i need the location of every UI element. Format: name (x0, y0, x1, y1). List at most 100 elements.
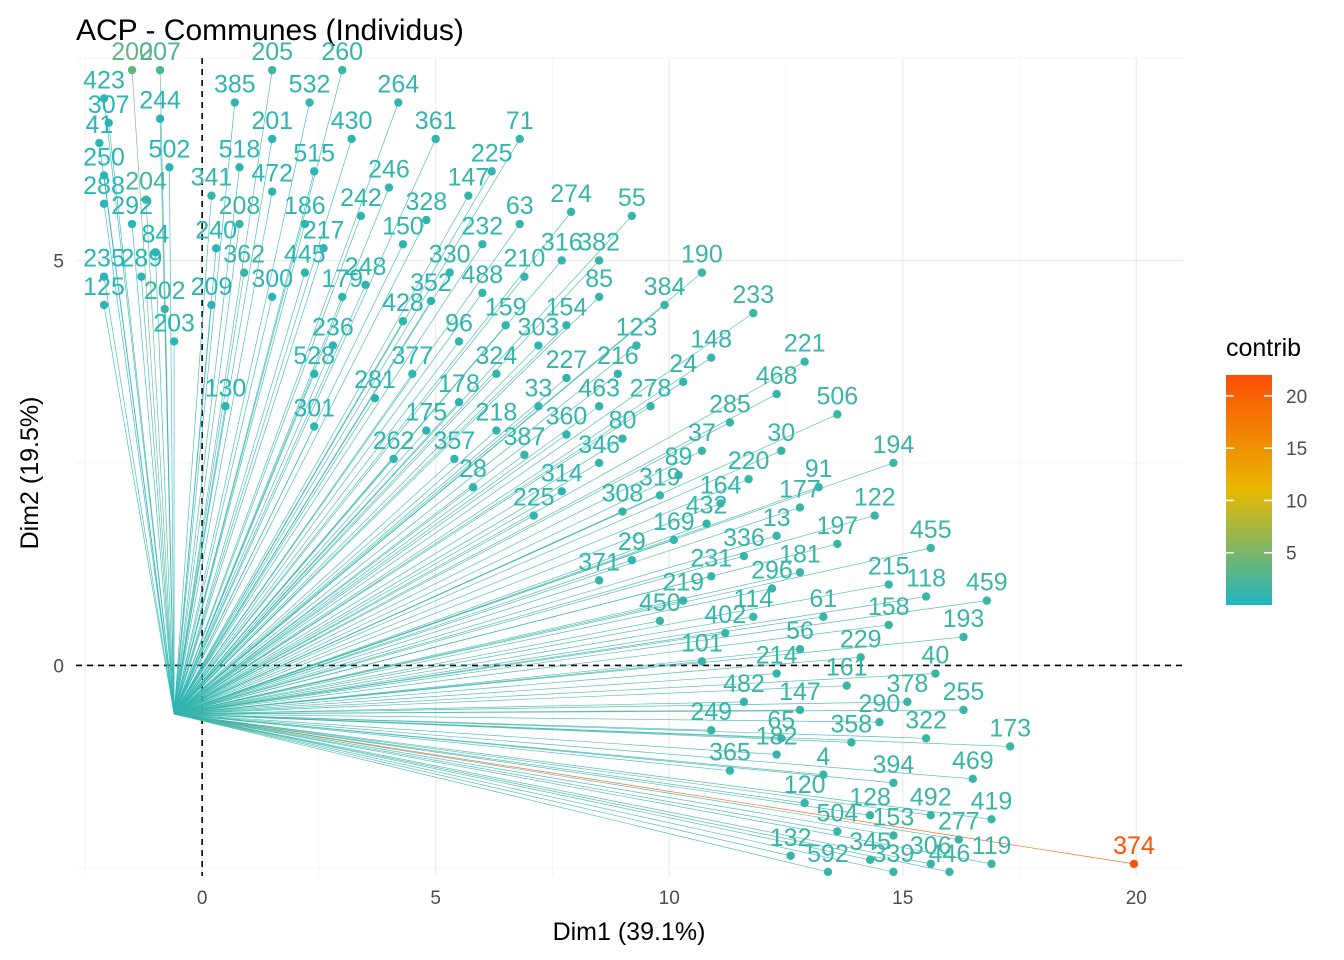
point-label: 446 (929, 840, 971, 868)
point-marker (884, 580, 893, 589)
point-marker (361, 280, 370, 289)
x-axis-title: Dim1 (39.1%) (553, 918, 706, 946)
label-segment (174, 673, 936, 715)
point-label: 314 (541, 459, 583, 487)
label-segment (173, 381, 684, 715)
point-marker (422, 426, 431, 435)
point-label: 175 (405, 399, 447, 427)
point-label: 120 (784, 771, 826, 799)
label-segment (174, 620, 660, 715)
point-marker (520, 450, 529, 460)
point-marker (819, 770, 828, 779)
point-label: 445 (284, 241, 326, 269)
point-label: 210 (504, 245, 546, 273)
point-marker (211, 244, 221, 253)
point-label: 214 (756, 642, 798, 670)
point-label: 235 (83, 245, 125, 273)
label-segment (173, 401, 460, 715)
label-segment (174, 713, 838, 832)
point-label: 303 (518, 314, 560, 342)
point-label: 281 (354, 366, 396, 394)
point-label: 249 (690, 698, 732, 726)
point-marker (529, 511, 538, 520)
point-marker (926, 811, 935, 820)
point-label: 262 (373, 427, 415, 455)
point-marker (721, 628, 730, 638)
point-label: 455 (910, 516, 952, 544)
point-label: 56 (786, 617, 814, 645)
point-label: 217 (303, 216, 345, 244)
label-segment (173, 272, 306, 715)
point-marker (562, 321, 571, 330)
point-marker (800, 798, 809, 808)
label-segment (173, 507, 801, 715)
point-marker (338, 65, 347, 75)
point-marker (842, 681, 851, 690)
label-segment (131, 70, 175, 715)
point-marker (160, 304, 169, 314)
point-marker (786, 851, 795, 860)
label-segment (173, 248, 324, 715)
point-label: 330 (429, 241, 471, 269)
point-label: 164 (700, 471, 742, 499)
point-label: 80 (609, 407, 637, 435)
point-label: 194 (873, 431, 915, 459)
point-marker (300, 268, 310, 277)
point-label: 132 (770, 824, 812, 852)
point-marker (230, 98, 240, 107)
point-label: 147 (447, 164, 489, 192)
point-label: 33 (525, 374, 553, 402)
point-label: 84 (141, 220, 169, 248)
point-marker (772, 531, 781, 541)
point-marker (697, 446, 707, 456)
point-marker (669, 535, 679, 545)
point-marker (777, 734, 786, 743)
point-label: 227 (546, 346, 588, 374)
label-segment (174, 596, 927, 715)
legend-tick-label: 20 (1286, 387, 1307, 408)
x-tick-label: 5 (430, 888, 441, 909)
point-marker (707, 353, 716, 362)
label-segment (173, 503, 721, 715)
point-label: 384 (644, 273, 686, 301)
point-label: 91 (805, 455, 833, 483)
point-label: 506 (816, 382, 858, 410)
point-marker (328, 341, 338, 350)
point-label: 394 (873, 751, 915, 779)
point-marker (767, 584, 777, 593)
point-label: 290 (859, 690, 901, 718)
point-label: 178 (438, 370, 480, 398)
point-label: 378 (887, 670, 929, 698)
label-segment (174, 713, 931, 816)
point-label: 264 (377, 71, 419, 99)
point-marker (884, 620, 893, 630)
x-axis-ticks: 0 5 10 15 20 (197, 888, 1147, 909)
point-label: 492 (910, 783, 952, 811)
point-label: 204 (125, 168, 167, 196)
point-marker (1129, 859, 1139, 869)
point-label: 205 (251, 38, 293, 66)
point-marker (310, 167, 319, 176)
point-label: 161 (826, 654, 868, 682)
label-segment (173, 523, 707, 715)
point-label: 307 (88, 91, 130, 119)
point-marker (501, 321, 510, 330)
label-segment (174, 713, 852, 743)
point-marker (697, 268, 707, 277)
point-label: 278 (630, 374, 672, 402)
point-label: 246 (368, 156, 410, 184)
point-marker (305, 98, 314, 107)
point-marker (1005, 742, 1015, 751)
label-segment (173, 102, 310, 715)
point-marker (127, 65, 137, 75)
point-marker (557, 256, 566, 265)
point-label: 385 (214, 71, 256, 99)
label-segment (173, 458, 455, 715)
label-segment (174, 709, 800, 715)
point-label: 30 (767, 419, 795, 447)
label-segment (173, 405, 539, 715)
point-label: 125 (83, 273, 125, 301)
point-marker (795, 645, 805, 654)
label-segment (173, 405, 600, 715)
point-marker (99, 199, 109, 208)
